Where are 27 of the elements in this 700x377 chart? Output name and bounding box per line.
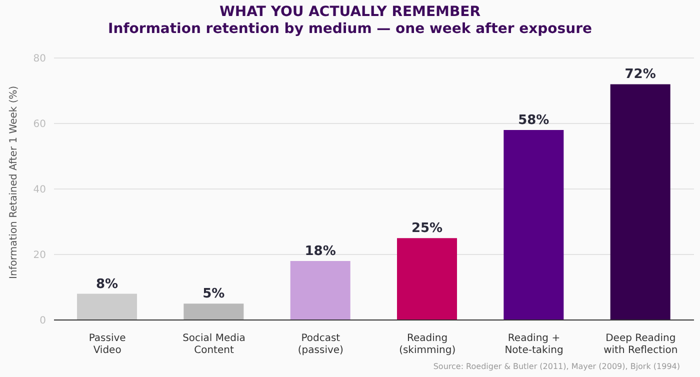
source-note: Source: Roediger & Butler (2011), Mayer (2009), Bjork (1994) [433,362,680,371]
y-tick-label: 80 [33,54,46,65]
data-label: 5% [202,286,225,302]
data-label: 8% [96,276,118,292]
chart-title: WHAT YOU ACTUALLY REMEMBER [218,4,482,21]
chart-subtitle: Information retention by medium — one week after exposure [107,21,593,38]
y-axis-title: Information Retained After 1 Week (%) [8,86,20,279]
x-tick-label: Podcast (passive) [298,333,344,356]
y-tick-label: 20 [33,250,46,262]
bar [184,304,244,320]
x-tick-label: Passive Video [88,333,126,356]
bar [77,294,137,320]
x-tick-label: Social Media Content [182,333,246,356]
data-label: 58% [518,113,550,128]
bar [504,130,564,320]
y-tick-label: 40 [33,184,46,196]
y-tick-label: 60 [33,119,46,130]
bar [290,261,350,320]
x-tick-label: Deep Reading with Reflection [604,333,678,356]
x-tick-label: Reading (skimming) [399,333,456,356]
data-label: 72% [624,67,656,82]
data-label: 18% [304,244,336,260]
bar [397,238,457,320]
bar [610,84,670,320]
x-tick-label: Reading + Note-taking [504,333,564,356]
y-tick-label: 0 [40,316,46,327]
data-label: 25% [411,221,443,236]
